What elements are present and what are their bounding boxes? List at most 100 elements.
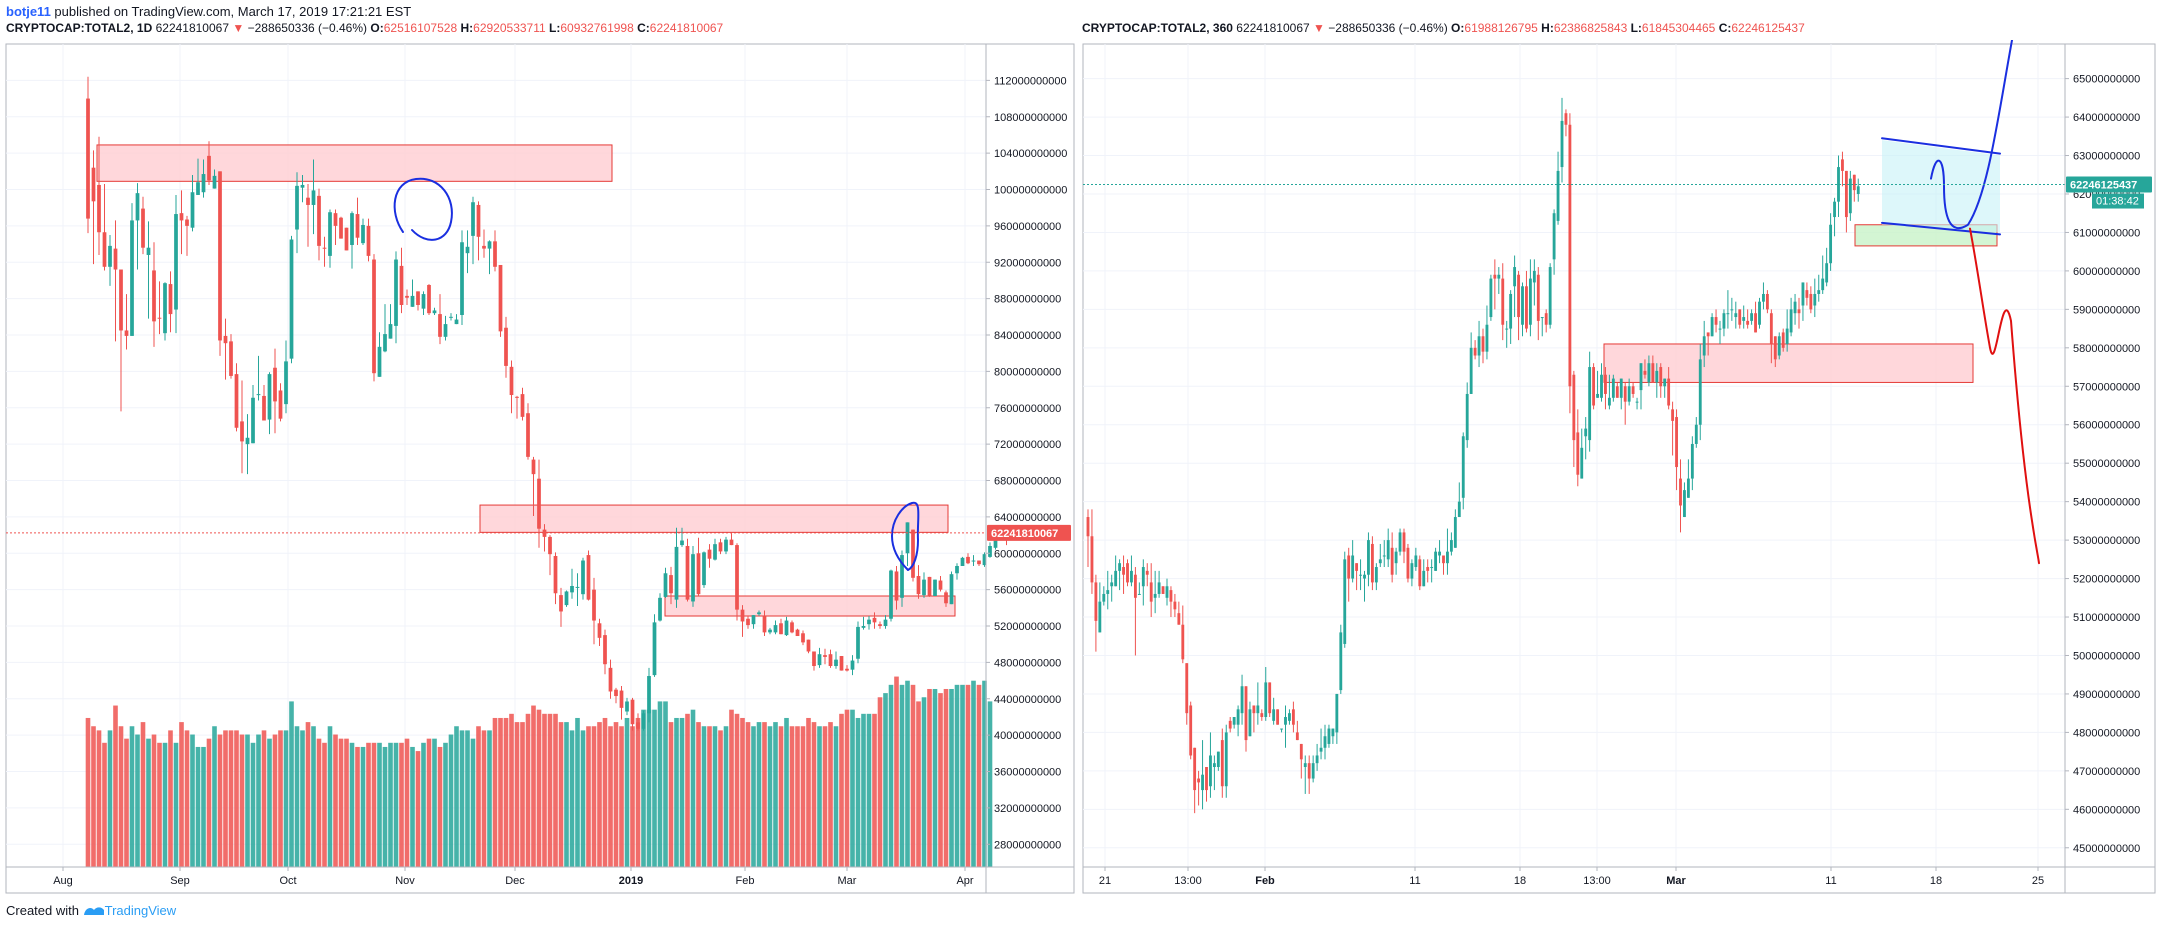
trendline-lower[interactable] (1881, 221, 2001, 236)
candle-body (1303, 763, 1307, 768)
candle-body (1177, 613, 1181, 625)
candle-body (498, 264, 503, 332)
candle-body (663, 573, 668, 597)
y-tick-label: 61000000000 (2073, 227, 2140, 239)
candle-body (1157, 582, 1161, 594)
candle-body (977, 560, 981, 565)
candle-body (905, 522, 910, 554)
volume-bar (338, 738, 344, 867)
candle-body (1284, 717, 1287, 725)
pennant-shading[interactable] (1882, 140, 2000, 233)
volume-bar (465, 730, 470, 867)
candle-body (751, 615, 756, 625)
resistance-zone-mid[interactable] (479, 504, 949, 533)
bearish-projection-path[interactable] (1969, 227, 2040, 565)
volume-bar (696, 722, 701, 867)
right-high: 62386825843 (1553, 21, 1628, 35)
candle-body (1276, 709, 1280, 725)
volume-bar (415, 751, 421, 867)
candle-body (680, 540, 684, 546)
volume-bar (256, 734, 261, 867)
resistance-zone-upper[interactable] (96, 144, 613, 182)
candle-body (1706, 332, 1710, 337)
candle-body (1201, 774, 1204, 791)
candle-body (1351, 555, 1355, 579)
candle-body (1497, 274, 1501, 279)
candle-body (586, 555, 591, 600)
candle-body (1110, 582, 1114, 587)
volume-bar (377, 742, 382, 867)
volume-bar (300, 730, 305, 867)
volume-bar (575, 717, 580, 867)
left-chart[interactable]: 112000000000 108000000000 104000000000 1000… (0, 40, 1078, 900)
consolidation-zone[interactable] (1603, 343, 1974, 383)
volume-bar (410, 746, 415, 867)
volume-bar (91, 726, 96, 867)
candle-body (1726, 313, 1730, 315)
x-tick-label: 11 (1409, 875, 1420, 887)
volume-bar (206, 738, 212, 867)
candle-body (746, 618, 750, 626)
right-chart[interactable]: 6500000000064000000000630000000006200000… (1078, 40, 2157, 900)
support-zone-lower[interactable] (664, 595, 956, 617)
candle-body (355, 214, 360, 238)
volume-bar (833, 726, 839, 867)
candle-body (1489, 278, 1493, 318)
circle-drawing-top[interactable] (393, 177, 453, 241)
candle-body (119, 269, 123, 331)
candle-body (1844, 170, 1848, 218)
candle-body (960, 557, 965, 566)
candle-body (1453, 517, 1457, 548)
trendline-upper[interactable] (1881, 137, 2001, 155)
candle-body (229, 341, 233, 376)
volume-bar (982, 680, 987, 867)
volume-bar (102, 742, 107, 867)
candle-body (300, 184, 305, 188)
bullish-projection-path[interactable] (1930, 40, 2013, 230)
candle-body (1197, 778, 1201, 783)
candle-body (1114, 570, 1118, 587)
candle-body (163, 283, 167, 334)
volume-bar (668, 722, 674, 867)
candle-body (773, 625, 778, 633)
candle-body (1244, 686, 1248, 741)
x-tick-label: Mar (1666, 875, 1686, 887)
candle-body (196, 182, 200, 195)
candle-body (1544, 313, 1548, 325)
candle-body (1750, 313, 1754, 321)
candle-body (630, 699, 635, 725)
candle-body (988, 545, 992, 557)
circle-drawing-recent[interactable] (891, 501, 920, 571)
candle-body (1746, 320, 1750, 325)
author-link[interactable]: botje11 (6, 4, 51, 19)
candle-body (1469, 347, 1473, 394)
candle-body (383, 334, 387, 352)
volume-bar (245, 734, 250, 867)
volume-bar (608, 726, 613, 867)
tradingview-brand-link[interactable]: TradingView (104, 903, 177, 918)
candle-body (1801, 282, 1805, 306)
y-tick-label: 50000000000 (2073, 650, 2140, 662)
volume-bar (624, 717, 630, 867)
right-down-arrow-icon: ▼ (1313, 21, 1325, 35)
volume-bar (173, 742, 179, 867)
candle-body (740, 609, 745, 622)
candle-body (157, 317, 162, 319)
candle-body (707, 549, 712, 559)
volume-bar (531, 705, 536, 867)
candle-body (559, 595, 563, 612)
volume-bar (547, 713, 553, 867)
candle-body (1398, 532, 1402, 552)
candle-body (608, 667, 613, 692)
candle-body (652, 622, 657, 676)
volume-bar (580, 730, 586, 867)
candle-body (1686, 478, 1690, 498)
candle-body (388, 324, 393, 339)
candle-body (1762, 293, 1765, 302)
candle-body (350, 213, 354, 245)
candle-body (1394, 551, 1398, 564)
volume-bar (877, 697, 883, 867)
candle-body (1268, 682, 1272, 714)
candle-body (1493, 274, 1497, 279)
candle-body (146, 247, 151, 255)
